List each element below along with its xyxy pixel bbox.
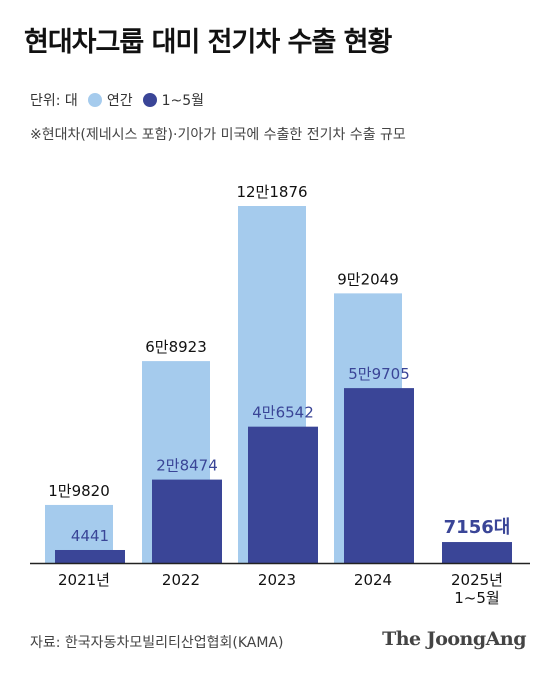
x-tick-label: 2022 (162, 571, 200, 589)
annual-value-label: 1만9820 (48, 482, 110, 500)
partial-bar (55, 549, 125, 563)
partial-value-label: 7156대 (444, 517, 511, 538)
partial-bar (152, 479, 222, 563)
partial-bar (344, 388, 414, 563)
partial-value-label: 2만8474 (156, 457, 218, 475)
partial-bar (442, 542, 512, 563)
annual-value-label: 9만2049 (337, 270, 399, 288)
chart-note: ※현대차(제네시스 포함)·기아가 미국에 수출한 전기차 수출 규모 (30, 127, 406, 143)
legend-annual-swatch (87, 93, 102, 107)
annual-value-label: 12만1876 (236, 183, 307, 201)
x-tick-label: 2023 (258, 571, 296, 589)
partial-value-label: 4만6542 (252, 404, 314, 422)
partial-value-label: 5만9705 (348, 365, 410, 383)
legend-partial-label: 1~5월 (161, 93, 205, 109)
chart-title: 현대차그룹 대미 전기차 수출 현황 (24, 27, 392, 58)
legend-annual-label: 연간 (106, 93, 133, 109)
source-credit: 자료: 한국자동차모빌리티산업협회(KAMA) (30, 635, 284, 651)
partial-value-label: 4441 (71, 527, 109, 545)
publisher-logo: The JoongAng (382, 628, 526, 650)
x-tick-label: 1~5월 (454, 589, 499, 607)
legend: 단위: 대 연간 1~5월 (30, 90, 204, 110)
x-tick-label: 2025년 (451, 571, 503, 589)
x-tick-label: 2024 (354, 571, 392, 589)
legend-unit: 단위: 대 (30, 93, 78, 109)
x-tick-label: 2021년 (58, 571, 110, 589)
annual-value-label: 6만8923 (145, 338, 207, 356)
partial-bar (248, 426, 318, 563)
legend-partial-swatch (142, 93, 157, 107)
